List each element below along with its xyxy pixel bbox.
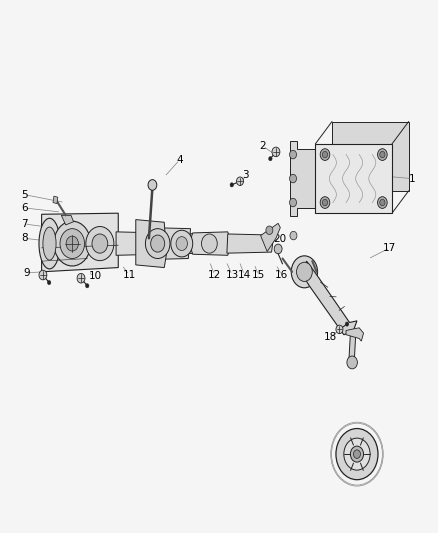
Polygon shape bbox=[301, 261, 357, 335]
Circle shape bbox=[54, 221, 91, 266]
Polygon shape bbox=[136, 220, 166, 268]
Text: 3: 3 bbox=[242, 170, 249, 180]
Polygon shape bbox=[315, 144, 392, 213]
Circle shape bbox=[145, 229, 170, 259]
Circle shape bbox=[201, 234, 217, 253]
Polygon shape bbox=[290, 141, 315, 216]
Text: 4: 4 bbox=[176, 155, 183, 165]
Circle shape bbox=[350, 446, 364, 462]
Polygon shape bbox=[116, 232, 201, 255]
Text: 7: 7 bbox=[21, 219, 28, 229]
Circle shape bbox=[176, 237, 187, 251]
Circle shape bbox=[344, 438, 370, 470]
Circle shape bbox=[148, 180, 157, 190]
Polygon shape bbox=[189, 232, 231, 255]
Circle shape bbox=[86, 227, 114, 261]
Circle shape bbox=[320, 197, 330, 208]
Text: 5: 5 bbox=[21, 190, 28, 199]
Circle shape bbox=[322, 199, 328, 206]
Text: 17: 17 bbox=[383, 243, 396, 253]
Text: 8: 8 bbox=[21, 233, 28, 243]
Circle shape bbox=[171, 230, 193, 257]
Polygon shape bbox=[53, 196, 58, 204]
Polygon shape bbox=[346, 328, 364, 341]
Circle shape bbox=[85, 284, 89, 288]
Circle shape bbox=[66, 236, 78, 251]
Circle shape bbox=[290, 198, 297, 207]
Text: 13: 13 bbox=[226, 270, 239, 280]
Circle shape bbox=[378, 149, 387, 160]
Circle shape bbox=[151, 235, 165, 252]
Circle shape bbox=[237, 177, 244, 185]
Text: 6: 6 bbox=[21, 203, 28, 213]
Text: 1: 1 bbox=[408, 174, 415, 183]
Polygon shape bbox=[332, 122, 409, 191]
Circle shape bbox=[290, 174, 297, 183]
Ellipse shape bbox=[43, 227, 56, 260]
Circle shape bbox=[322, 151, 328, 158]
Polygon shape bbox=[261, 223, 280, 252]
Text: 10: 10 bbox=[89, 271, 102, 280]
Circle shape bbox=[266, 226, 273, 235]
Polygon shape bbox=[149, 228, 191, 260]
Circle shape bbox=[347, 356, 357, 369]
Circle shape bbox=[336, 325, 343, 334]
Circle shape bbox=[60, 229, 85, 259]
Text: 15: 15 bbox=[252, 270, 265, 280]
Ellipse shape bbox=[39, 219, 60, 269]
Circle shape bbox=[320, 149, 330, 160]
Circle shape bbox=[336, 429, 378, 480]
Text: 12: 12 bbox=[208, 270, 221, 280]
Circle shape bbox=[272, 147, 280, 157]
Text: 2: 2 bbox=[259, 141, 266, 151]
Circle shape bbox=[92, 234, 108, 253]
Circle shape bbox=[378, 197, 387, 208]
Circle shape bbox=[274, 244, 282, 254]
Polygon shape bbox=[61, 215, 74, 225]
Text: 14: 14 bbox=[238, 270, 251, 280]
Circle shape bbox=[47, 280, 51, 285]
Polygon shape bbox=[227, 234, 274, 253]
Polygon shape bbox=[42, 213, 118, 272]
Polygon shape bbox=[349, 333, 356, 368]
Circle shape bbox=[380, 199, 385, 206]
Text: 9: 9 bbox=[23, 268, 30, 278]
Text: 20: 20 bbox=[273, 234, 286, 244]
Circle shape bbox=[230, 183, 233, 187]
Circle shape bbox=[380, 151, 385, 158]
Text: 11: 11 bbox=[123, 270, 136, 280]
Circle shape bbox=[77, 273, 85, 283]
Circle shape bbox=[268, 157, 272, 161]
Circle shape bbox=[291, 256, 318, 288]
Circle shape bbox=[290, 231, 297, 240]
Circle shape bbox=[297, 262, 312, 281]
Circle shape bbox=[353, 450, 360, 458]
Text: 16: 16 bbox=[275, 270, 288, 280]
Circle shape bbox=[290, 150, 297, 159]
Circle shape bbox=[39, 270, 47, 280]
Text: 18: 18 bbox=[324, 332, 337, 342]
Circle shape bbox=[345, 322, 349, 326]
